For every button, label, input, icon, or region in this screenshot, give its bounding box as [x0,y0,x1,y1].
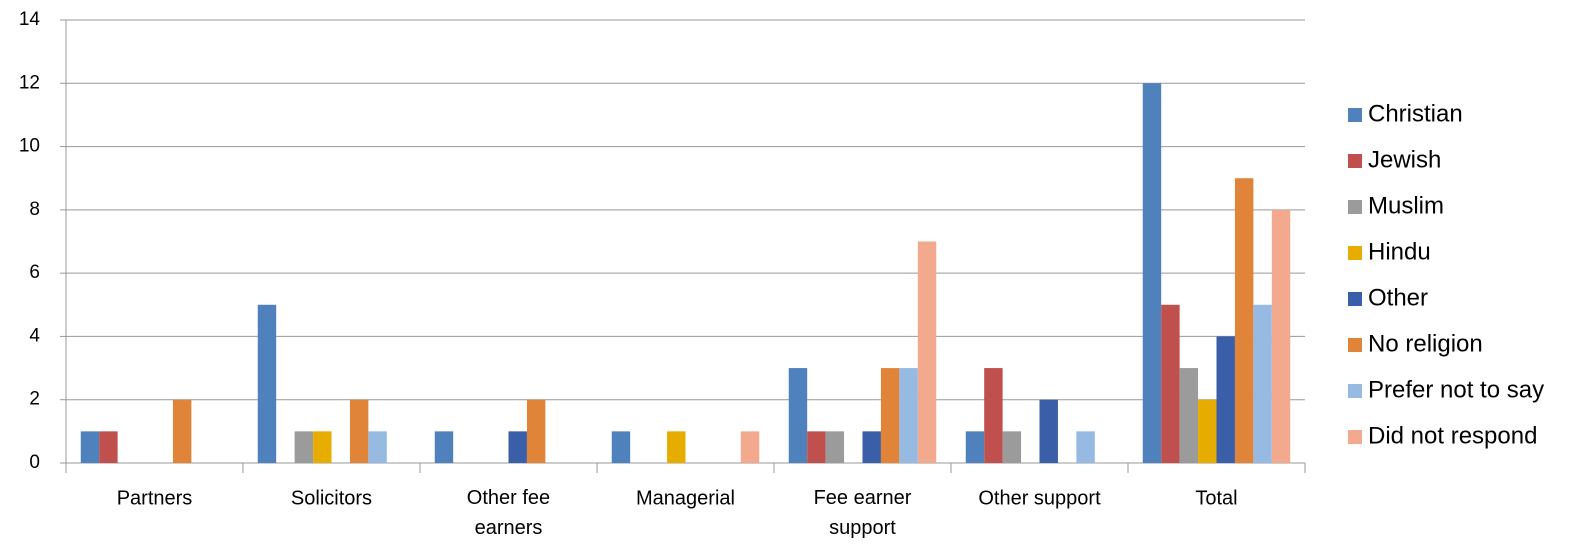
x-tick-label: Managerial [636,487,735,509]
y-tick-label: 0 [29,452,40,473]
y-tick-label: 6 [29,262,40,283]
bar [667,431,686,463]
bar [508,431,527,463]
bar [740,431,760,463]
bar [349,399,369,463]
x-tick-label: Total [1195,487,1237,509]
y-tick-label: 12 [19,72,40,93]
bar [1198,399,1217,463]
bar [917,241,937,463]
bar [257,304,277,463]
bar [1253,304,1272,463]
x-tick-label: Partners [117,487,193,509]
legend-label: Prefer not to say [1368,376,1544,403]
bar [172,399,192,463]
bar [1234,178,1254,463]
x-tick-label: Other fee earners [467,487,550,539]
legend-label: Hindu [1368,238,1431,265]
bar [1179,368,1199,463]
bar [1216,336,1235,463]
legend-swatch [1348,154,1362,168]
bar [294,431,314,463]
bar [1076,431,1095,463]
legend-swatch [1348,338,1362,352]
bar [1161,304,1180,463]
bar [1142,83,1162,464]
legend-label: No religion [1368,330,1483,357]
x-tick-label: Fee earner support [814,487,912,539]
bar [80,431,100,463]
legend-label: Christian [1368,100,1463,127]
y-tick-label: 10 [19,136,40,157]
legend-label: Did not respond [1368,422,1537,449]
bar [611,431,631,463]
bar [862,431,881,463]
legend-swatch [1348,292,1362,306]
bar [1271,209,1291,463]
legend-swatch [1348,430,1362,444]
y-tick-label: 4 [29,325,40,346]
bar [880,368,900,463]
legend-swatch [1348,246,1362,260]
bar [825,431,845,463]
bar [313,431,332,463]
bar [984,368,1003,463]
legend-label: Jewish [1368,146,1441,173]
y-tick-label: 8 [29,199,40,220]
y-tick-label: 2 [29,389,40,410]
x-tick-label: Solicitors [291,487,372,509]
bar [788,368,808,463]
bar [1002,431,1022,463]
legend-swatch [1348,384,1362,398]
bar [99,431,118,463]
x-tick-label: Other support [978,487,1101,509]
bar [368,431,387,463]
bar [899,368,918,463]
y-tick-label: 14 [19,9,41,30]
bar [965,431,985,463]
legend-label: Other [1368,284,1428,311]
bar [1039,399,1058,463]
legend-label: Muslim [1368,192,1444,219]
bar [807,431,826,463]
legend-swatch [1348,200,1362,214]
legend-swatch [1348,108,1362,122]
bar [526,399,546,463]
bar [434,431,454,463]
